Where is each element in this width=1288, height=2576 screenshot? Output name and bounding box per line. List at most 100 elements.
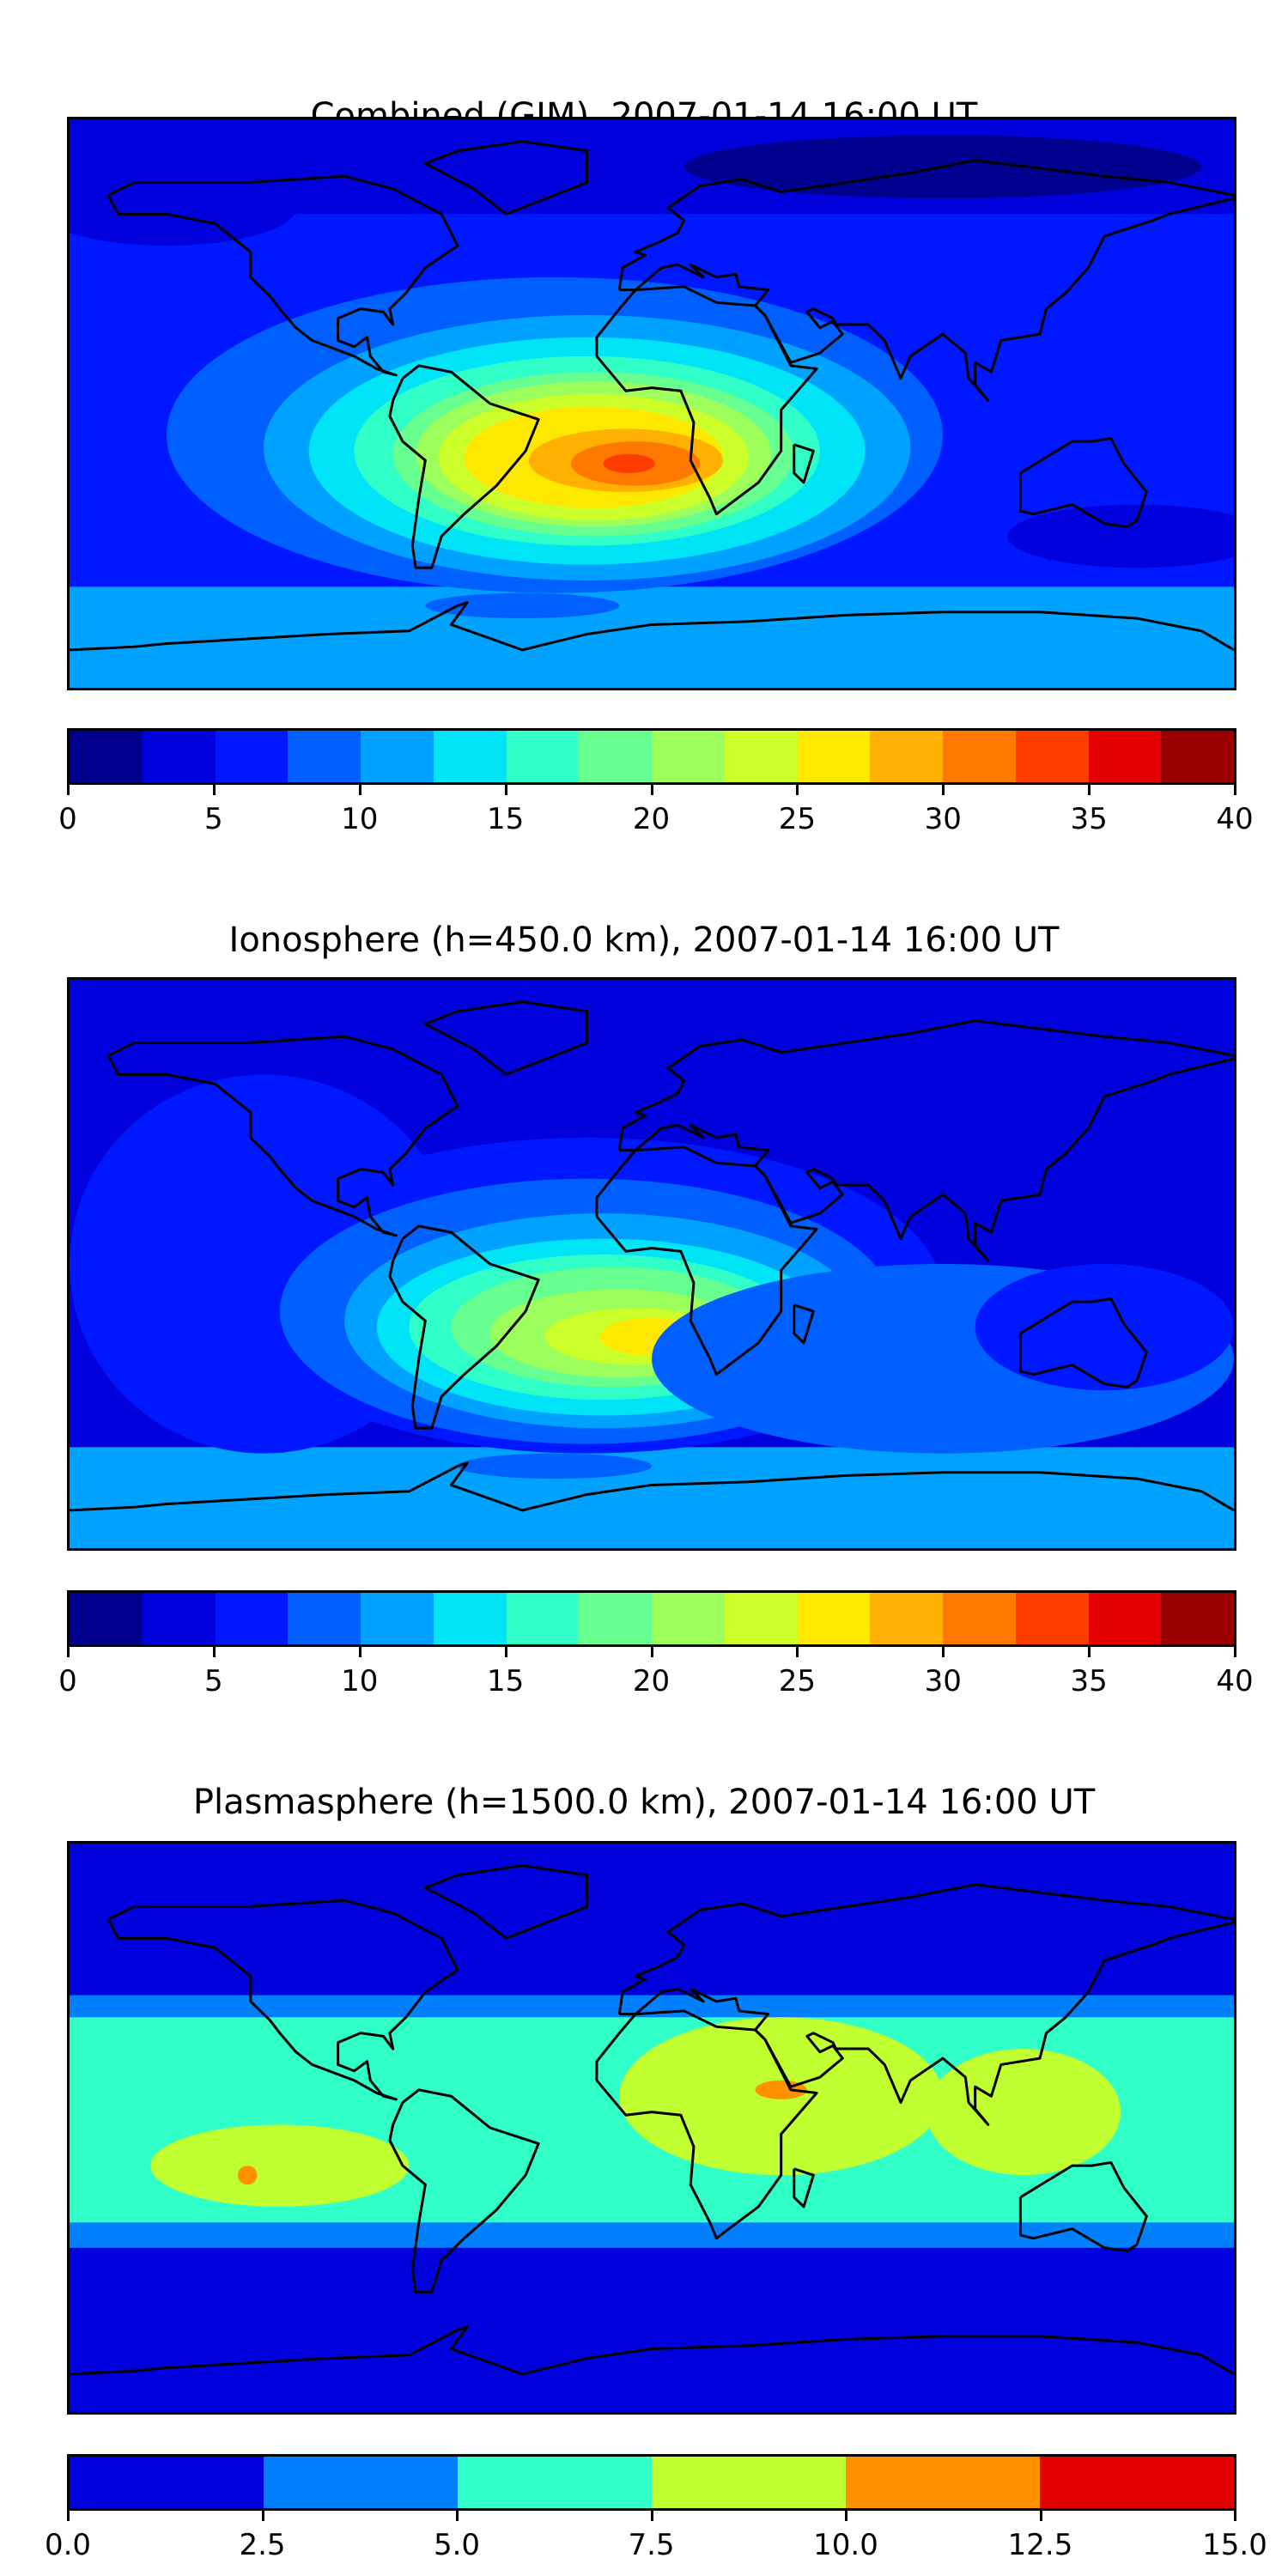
colorbar-tick-label: 5.0 (433, 2528, 481, 2562)
colorbar-tick-label: 30 (924, 1664, 962, 1698)
colorbar-tick-mark (796, 785, 799, 795)
colorbar-tick-mark (942, 1647, 945, 1657)
colorbar-tick-label: 15 (486, 802, 525, 836)
colorbar-segment (433, 731, 507, 782)
coastline (106, 1899, 459, 2101)
colorbar (67, 2454, 1236, 2511)
contour-region (425, 592, 620, 619)
coastline (106, 174, 459, 377)
colorbar-tick-label: 5 (204, 1664, 223, 1698)
colorbar-segment (142, 1593, 216, 1644)
coastline (1018, 1297, 1148, 1388)
colorbar-tick-mark (67, 2511, 70, 2521)
colorbar-segment (361, 1593, 434, 1644)
colorbar-ticks: 0.0 2.5 5.0 7.5 10.0 12.5 15.0 (45, 2511, 1267, 2562)
chart-title: Ionosphere (h=450.0 km), 2007-01-14 16:0… (228, 920, 1060, 960)
colorbar-tick-mark (261, 2511, 264, 2521)
map-svg (70, 1844, 1234, 2412)
coastline (423, 140, 589, 216)
colorbar-tick-label: 20 (632, 1664, 671, 1698)
colorbar-tick-label: 40 (1216, 802, 1254, 836)
colorbar-segment (288, 1593, 361, 1644)
colorbar-tick-mark (1234, 785, 1236, 795)
colorbar-tick-mark (942, 785, 945, 795)
colorbar-segment (943, 731, 1016, 782)
colorbar-segment (70, 731, 143, 782)
coastline (1018, 2160, 1148, 2252)
coastline (388, 1224, 540, 1430)
colorbar-segment (870, 731, 943, 782)
colorbar-tick-mark (1088, 785, 1091, 795)
contour-region (150, 2124, 410, 2207)
colorbar-segment (943, 1593, 1016, 1644)
coastline (595, 285, 818, 516)
colorbar-segment (506, 1593, 580, 1644)
colorbar-segment (215, 1593, 289, 1644)
coastline (388, 364, 540, 569)
colorbar-segment (264, 2457, 458, 2508)
colorbar-tick-mark (67, 1647, 70, 1657)
coastline (388, 2088, 540, 2293)
colorbar-tick-mark (504, 785, 507, 795)
colorbar-tick-label: 35 (1070, 802, 1108, 836)
colorbar-segment (1040, 2457, 1234, 2508)
colorbar-segment (579, 1593, 652, 1644)
colorbar-segment (579, 731, 652, 782)
colorbar (67, 1590, 1236, 1647)
colorbar-tick-mark (67, 785, 70, 795)
coastline (595, 1145, 818, 1376)
colorbar-segment (506, 731, 580, 782)
colorbar-segment (1161, 731, 1234, 782)
contour-region (70, 169, 296, 246)
colorbar-tick-mark (358, 1647, 361, 1657)
colorbar-tick-mark (456, 2511, 459, 2521)
colorbar-tick-mark (650, 1647, 653, 1657)
colorbar-segment (652, 1593, 725, 1644)
colorbar-tick-mark (1234, 2511, 1236, 2521)
colorbar-tick-mark (1234, 1647, 1236, 1657)
colorbar-segment (215, 731, 289, 782)
coastline (70, 601, 1234, 652)
colorbar-tick-label: 10 (341, 1664, 379, 1698)
coastline (70, 2325, 1234, 2376)
colorbar-segment (652, 2457, 846, 2508)
map-svg (70, 119, 1234, 688)
coastline (70, 1461, 1234, 1512)
colorbar-segment (870, 1593, 943, 1644)
colorbar-ticks: 0 5 10 15 20 25 30 35 40 (58, 1647, 1254, 1698)
colorbar-segment (361, 731, 434, 782)
colorbar-tick-mark (650, 2511, 653, 2521)
colorbar-segment (797, 731, 871, 782)
contour-band (70, 1447, 1234, 1548)
contour-region (603, 453, 655, 473)
colorbar-tick-mark (504, 1647, 507, 1657)
colorbar-segment (70, 1593, 143, 1644)
colorbar-tick-label: 7.5 (628, 2528, 675, 2562)
colorbar-tick-label: 10 (341, 802, 379, 836)
colorbar-tick-label: 25 (778, 1664, 817, 1698)
colorbar-tick-mark (796, 1647, 799, 1657)
colorbar-tick-label: 2.5 (239, 2528, 286, 2562)
coastline (423, 1864, 589, 1940)
contour-region (458, 1453, 652, 1479)
coastline (793, 443, 815, 484)
colorbar-segment (1015, 1593, 1089, 1644)
contour-region (975, 1264, 1234, 1391)
colorbar-segment (1015, 731, 1089, 782)
colorbar-tick-mark (212, 785, 216, 795)
colorbar-tick-mark (1039, 2511, 1042, 2521)
colorbar-segment (1088, 731, 1162, 782)
colorbar-segment (846, 2457, 1040, 2508)
colorbar-segment (1161, 1593, 1234, 1644)
coastline (595, 2009, 818, 2240)
map-svg (70, 980, 1234, 1548)
coastline (106, 1035, 459, 1237)
colorbar-tick-label: 40 (1216, 1664, 1254, 1698)
map-plot (67, 977, 1236, 1551)
colorbar-tick-label: 0 (58, 1664, 77, 1698)
colorbar-segment (458, 2457, 652, 2508)
colorbar-segment (724, 1593, 798, 1644)
contour-region (927, 2049, 1121, 2176)
contour-region (1007, 504, 1234, 568)
coastline (617, 1019, 1234, 1262)
